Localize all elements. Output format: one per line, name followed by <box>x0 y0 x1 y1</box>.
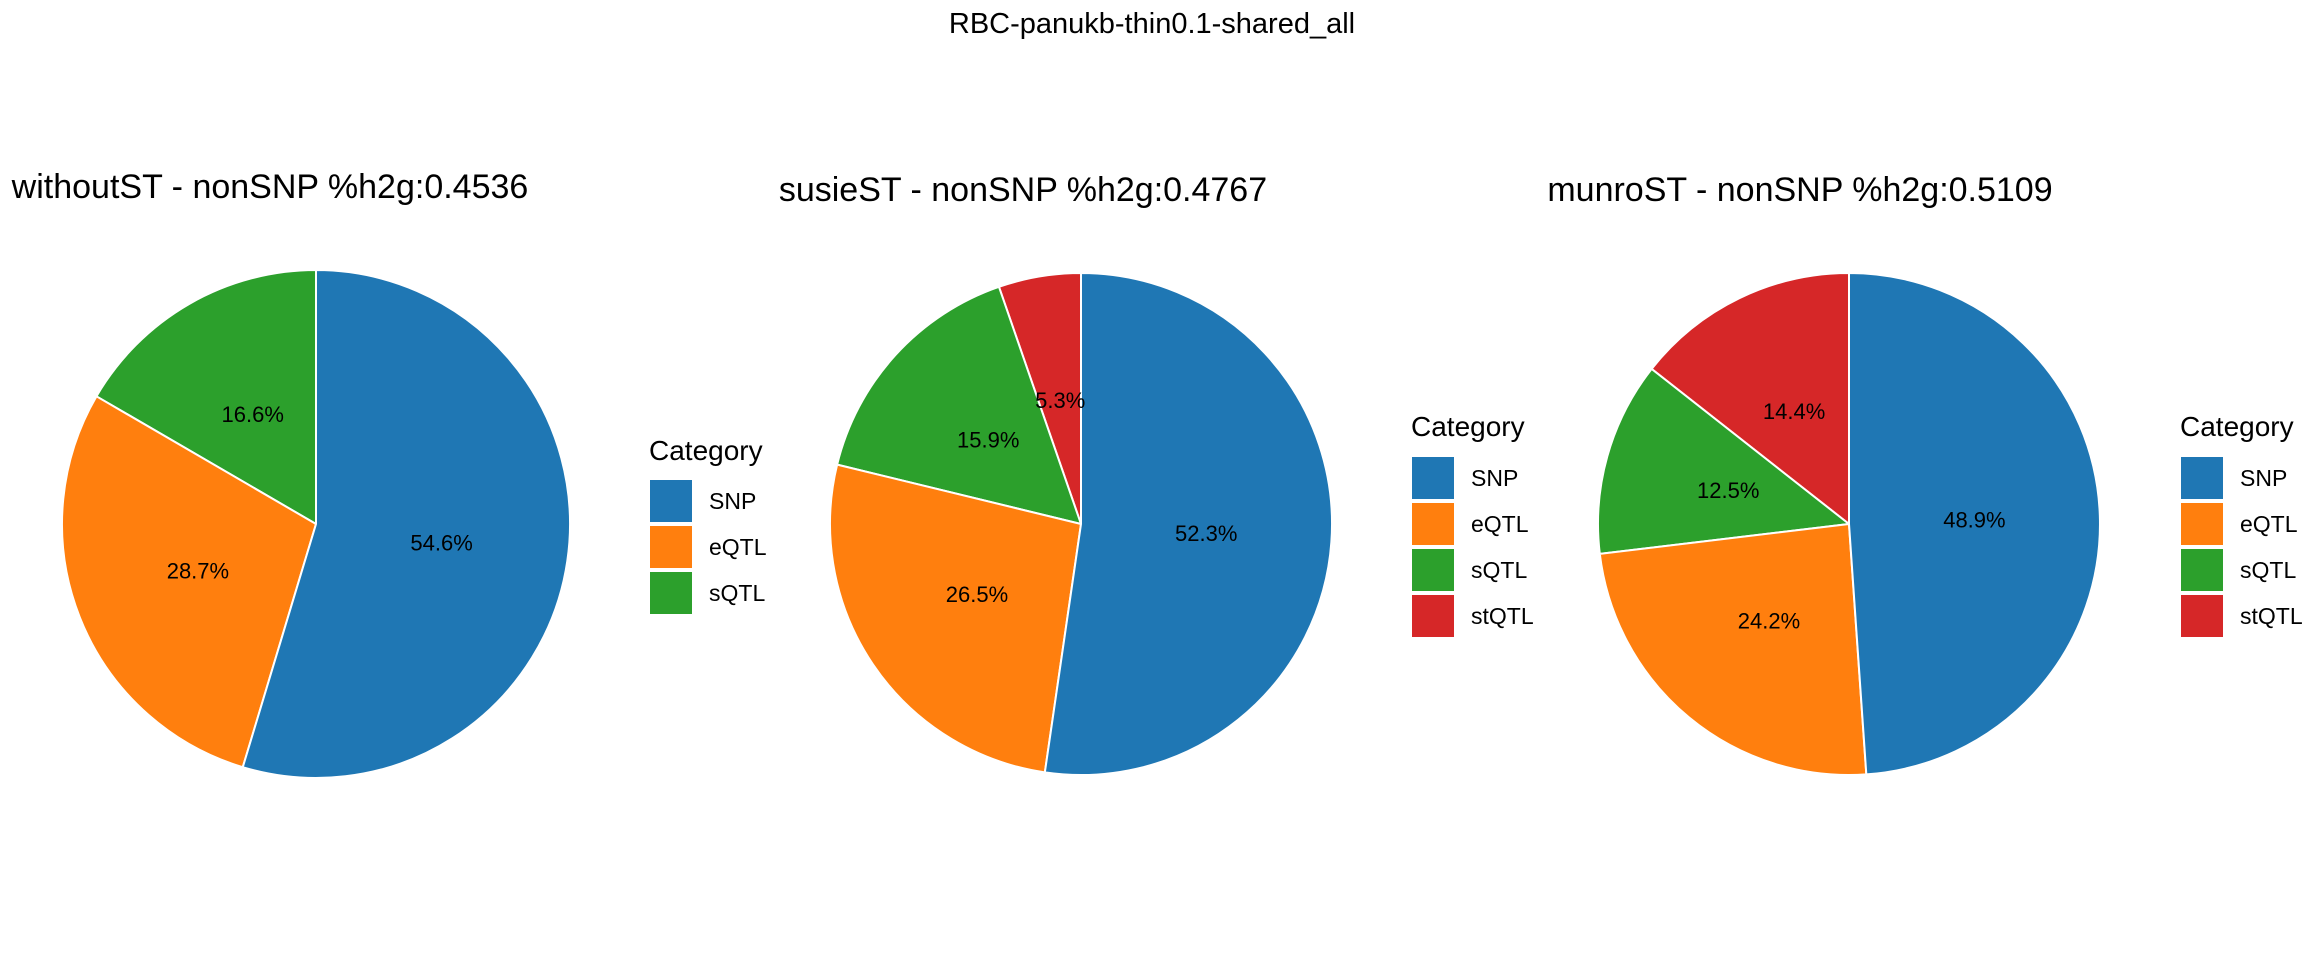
legend-swatch-eqtl <box>1412 503 1454 545</box>
pie-slice-sqtl <box>95 268 317 526</box>
slice-label-eqtl: 28.7% <box>167 559 229 584</box>
slice-labels: 14.4% 12.5% 24.2% 48.9% <box>1697 399 2006 634</box>
slice-labels: 16.6% 28.7% 54.6% <box>167 402 473 584</box>
slice-label-snp: 48.9% <box>1943 508 2005 533</box>
pie-slices <box>61 268 572 779</box>
legend-items: SNP eQTL sQTL <box>650 480 767 614</box>
legend-swatch-stqtl <box>2181 595 2223 637</box>
pie-slice-sqtl <box>1597 367 1852 556</box>
slice-label-eqtl: 26.5% <box>946 582 1008 607</box>
legend-swatch-eqtl <box>650 526 692 568</box>
legend-label-sqtl: sQTL <box>709 580 765 606</box>
slice-labels: 5.3% 15.9% 26.5% 52.3% <box>946 388 1238 607</box>
slice-label-stqtl: 14.4% <box>1763 399 1825 424</box>
legend-label-eqtl: eQTL <box>709 534 767 560</box>
figure-title: RBC-panukb-thin0.1-shared_all <box>949 8 1355 40</box>
slice-label-sqtl: 16.6% <box>222 402 284 427</box>
pie-slice-snp <box>1043 271 1334 776</box>
legend-swatch-snp <box>1412 457 1454 499</box>
panel-0: withoutST - nonSNP %h2g:0.4536 16.6% 28.7… <box>11 168 767 779</box>
legend-items: SNP eQTL sQTL stQTL <box>2181 457 2303 637</box>
legend-swatch-snp <box>650 480 692 522</box>
legend-swatch-sqtl <box>650 572 692 614</box>
legend-label-snp: SNP <box>1471 465 1518 491</box>
slice-label-snp: 52.3% <box>1175 521 1237 546</box>
pie-slice-eqtl <box>1598 522 1868 776</box>
legend-label-stqtl: stQTL <box>2240 603 2303 629</box>
pie-slice-snp <box>241 268 572 779</box>
legend-label-stqtl: stQTL <box>1471 603 1534 629</box>
legend-label-sqtl: sQTL <box>2240 557 2296 583</box>
legend-title: Category <box>649 435 763 466</box>
legend-swatch-snp <box>2181 457 2223 499</box>
panel-1: susieST - nonSNP %h2g:0.4767 5.3% 15.9% 26… <box>779 171 1534 776</box>
pie-title: withoutST - nonSNP %h2g:0.4536 <box>11 168 529 206</box>
pie-slice-eqtl <box>61 394 318 769</box>
pie-title: munroST - nonSNP %h2g:0.5109 <box>1547 171 2052 209</box>
pie-title: susieST - nonSNP %h2g:0.4767 <box>779 171 1267 209</box>
legend-label-sqtl: sQTL <box>1471 557 1527 583</box>
pie-slice-eqtl <box>829 463 1083 774</box>
legend-swatch-sqtl <box>1412 549 1454 591</box>
legend-swatch-sqtl <box>2181 549 2223 591</box>
panel-2: munroST - nonSNP %h2g:0.5109 14.4% 12.5% 2… <box>1547 171 2303 776</box>
pie-slices <box>1597 271 2101 776</box>
slice-label-sqtl: 12.5% <box>1697 478 1759 503</box>
legend-label-eqtl: eQTL <box>1471 511 1529 537</box>
legend-swatch-eqtl <box>2181 503 2223 545</box>
legend-label-snp: SNP <box>709 488 756 514</box>
slice-label-stqtl: 5.3% <box>1035 388 1085 413</box>
pie-slice-snp <box>1848 271 2101 776</box>
legend-title: Category <box>1411 411 1525 442</box>
legend-label-eqtl: eQTL <box>2240 511 2298 537</box>
slice-label-snp: 54.6% <box>410 531 472 556</box>
pie-slice-stqtl <box>1650 271 1850 527</box>
legend-label-snp: SNP <box>2240 465 2287 491</box>
legend-swatch-stqtl <box>1412 595 1454 637</box>
legend-items: SNP eQTL sQTL stQTL <box>1412 457 1534 637</box>
legend-title: Category <box>2180 411 2294 442</box>
pie-slices <box>829 271 1334 776</box>
pie-slice-sqtl <box>835 285 1083 526</box>
slice-label-sqtl: 15.9% <box>957 428 1019 453</box>
slice-label-eqtl: 24.2% <box>1738 609 1800 634</box>
